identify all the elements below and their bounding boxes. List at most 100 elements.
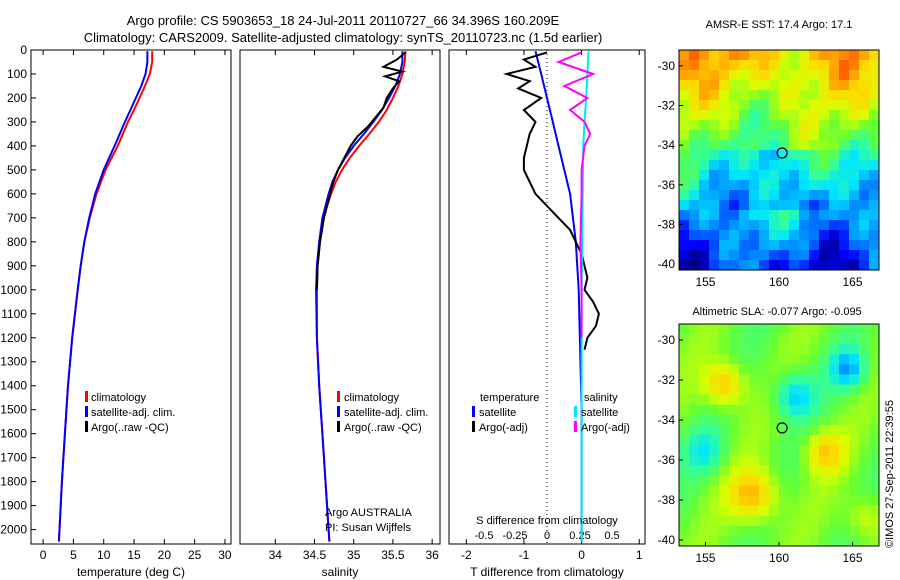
map-cell (779, 90, 790, 101)
map-cell (819, 130, 830, 141)
map-cell (819, 120, 830, 131)
x-tick-label: -1 (519, 548, 530, 562)
map-cell (819, 404, 830, 416)
map-cell (739, 404, 750, 416)
map-cell (799, 404, 810, 416)
map-cell (869, 140, 880, 151)
map-cell (719, 220, 730, 231)
salinity-axes (239, 49, 441, 545)
map-cell (779, 170, 790, 181)
map-cell (859, 180, 870, 191)
map-cell (749, 404, 760, 416)
map-cell (819, 210, 830, 221)
map-cell (819, 90, 830, 101)
map-cell (709, 130, 720, 141)
map-cell (739, 130, 750, 141)
map-cell (679, 130, 690, 141)
map-cell (699, 160, 710, 171)
map-cell (849, 324, 860, 335)
difference-panel: -2 -1 0 1 -0.5 -0.25 0 0.25 0.5 T difference fro… (448, 49, 646, 579)
map-cell (819, 435, 830, 446)
map-cell (819, 374, 830, 386)
map-cell (779, 535, 790, 547)
map-cell (709, 200, 720, 211)
map-cell (799, 240, 810, 251)
sla-map-panel: Altimetric SLA: -0.077 Argo: -0.095 155 1… (658, 306, 880, 565)
map-cell (729, 424, 740, 436)
map-cell (839, 240, 850, 251)
map-cell (689, 334, 700, 345)
map-cell (689, 80, 700, 91)
map-cell (849, 485, 860, 497)
map-cell (769, 230, 780, 241)
map-cell (839, 394, 850, 406)
map-cell (809, 394, 820, 406)
map-cell (769, 200, 780, 211)
map-cell (819, 70, 830, 81)
map-cell (769, 374, 780, 386)
map-cell (709, 354, 720, 365)
y-tick-label: 500 (7, 163, 27, 177)
map-cell (749, 324, 760, 335)
map-cell (819, 190, 830, 201)
map-cell (779, 60, 790, 71)
map-cell (769, 100, 780, 111)
map-cell (869, 70, 880, 81)
map-cell (809, 525, 820, 537)
map-cell (819, 260, 830, 271)
map-cell (839, 210, 850, 221)
map-cell (829, 50, 840, 61)
map-cell (779, 414, 790, 426)
lat-tick-label: -34 (658, 413, 676, 427)
map-cell (709, 160, 720, 171)
y-tick-label: 100 (7, 67, 27, 81)
map-cell (869, 110, 880, 121)
map-cell (679, 445, 690, 456)
map-cell (689, 90, 700, 101)
map-cell (769, 190, 780, 201)
map-cell (829, 404, 840, 416)
map-cell (789, 414, 800, 426)
map-cell (769, 60, 780, 71)
map-cell (789, 354, 800, 365)
x-tick-label: 25 (188, 548, 202, 562)
map-cell (859, 465, 870, 476)
map-cell (689, 220, 700, 231)
map-cell (689, 515, 700, 527)
salinity-legend: climatology satellite-adj. clim. Argo(..… (337, 391, 428, 434)
lat-tick-label: -34 (658, 138, 676, 152)
map-cell (759, 80, 770, 91)
map-cell (749, 495, 760, 507)
map-cell (749, 70, 760, 81)
map-cell (679, 525, 690, 537)
lat-tick-label: -30 (658, 59, 676, 73)
map-cell (699, 485, 710, 497)
map-cell (699, 90, 710, 101)
map-cell (679, 70, 690, 81)
map-cell (699, 210, 710, 221)
map-cell (849, 200, 860, 211)
map-cell (799, 364, 810, 375)
map-cell (689, 210, 700, 221)
map-cell (839, 495, 850, 507)
map-cell (719, 495, 730, 507)
map-cell (819, 485, 830, 497)
map-cell (689, 260, 700, 271)
legend-swatch-climatology (337, 391, 340, 402)
map-cell (759, 260, 770, 271)
map-cell (849, 424, 860, 436)
x-tick-label: 34 (269, 548, 283, 562)
legend-temperature-heading: temperature (480, 392, 539, 404)
map-cell (819, 535, 830, 547)
map-cell (779, 455, 790, 466)
map-cell (829, 180, 840, 191)
map-cell (849, 515, 860, 527)
map-cell (789, 364, 800, 375)
map-cell (719, 414, 730, 426)
map-cell (859, 374, 870, 386)
y-tick-label: 400 (7, 139, 27, 153)
map-cell (829, 120, 840, 131)
x-tick-label: 30 (218, 548, 232, 562)
map-cell (819, 364, 830, 375)
map-cell (709, 364, 720, 375)
